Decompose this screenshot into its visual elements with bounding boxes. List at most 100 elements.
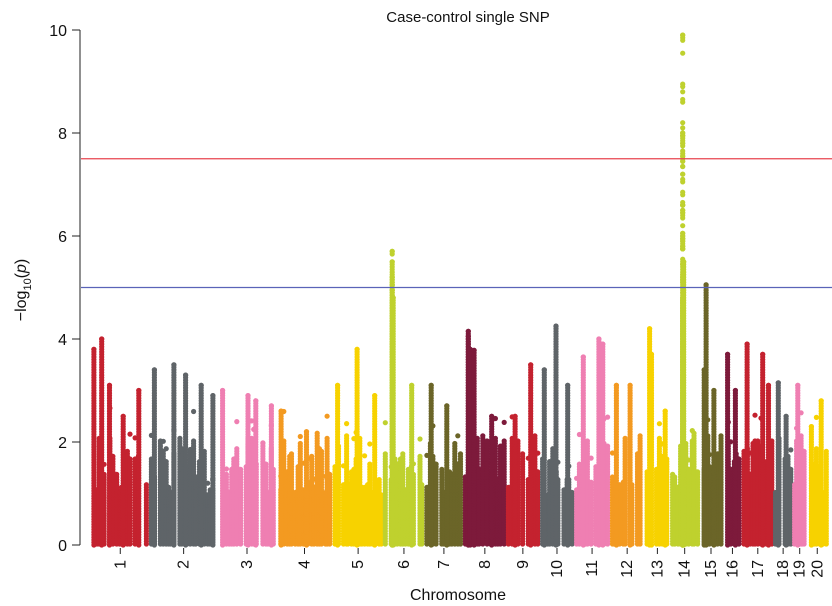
snp-point bbox=[238, 466, 244, 472]
snp-point-peak bbox=[253, 398, 259, 404]
snp-point bbox=[234, 446, 240, 452]
chromosome-2-points bbox=[148, 362, 216, 548]
snp-point bbox=[191, 438, 197, 444]
chromosome-5-points bbox=[332, 346, 384, 548]
y-tick-label-0: 0 bbox=[58, 538, 67, 555]
chromosome-3-points bbox=[220, 387, 276, 548]
x-tick-label-4: 4 bbox=[297, 560, 314, 569]
snp-point bbox=[191, 408, 197, 415]
y-tick-label-5: 10 bbox=[49, 23, 67, 40]
snp-point bbox=[177, 435, 183, 441]
snp-point bbox=[163, 459, 169, 465]
snp-point-peak bbox=[99, 336, 105, 342]
x-tick-label-3: 3 bbox=[239, 560, 256, 569]
y-tick-label-1: 2 bbox=[58, 435, 67, 452]
y-tick-label-4: 8 bbox=[58, 126, 67, 143]
snp-point-peak bbox=[335, 382, 341, 388]
snp-point-peak bbox=[303, 429, 310, 435]
x-tick-label-6: 6 bbox=[396, 560, 413, 569]
snp-point-peak bbox=[120, 413, 126, 419]
x-tick-label-20: 20 bbox=[809, 560, 826, 578]
chromosome-7-points bbox=[424, 382, 464, 548]
snp-point bbox=[324, 435, 330, 441]
chromosome-4-points bbox=[278, 408, 333, 548]
snp-point-peak bbox=[354, 346, 360, 352]
snp-point bbox=[297, 440, 303, 447]
snp-point-peak bbox=[171, 362, 177, 368]
snp-point bbox=[367, 461, 373, 467]
x-tick-label-5: 5 bbox=[350, 560, 367, 569]
x-tick-label-1: 1 bbox=[112, 560, 129, 569]
x-tick-label-13: 13 bbox=[649, 560, 666, 578]
y-tick-label-2: 4 bbox=[58, 332, 67, 349]
y-tick-label-3: 6 bbox=[58, 229, 67, 246]
snp-point-peak bbox=[106, 382, 113, 388]
snp-point bbox=[234, 419, 240, 425]
snp-point bbox=[160, 438, 166, 444]
snp-point bbox=[263, 461, 269, 467]
snp-point bbox=[417, 436, 423, 442]
snp-point-peak bbox=[220, 387, 226, 394]
snp-point bbox=[309, 453, 315, 459]
snp-point bbox=[143, 482, 149, 488]
snp-point bbox=[127, 431, 133, 437]
x-tick-label-19: 19 bbox=[792, 560, 809, 578]
snp-point bbox=[327, 471, 333, 477]
x-axis: 1 2 3 4 5 6 7 8 9 10 11 12 13 14 15 16 17 18 19 20 bbox=[112, 548, 826, 578]
snp-point bbox=[419, 482, 425, 488]
data-points bbox=[91, 32, 829, 548]
snp-point bbox=[376, 477, 382, 483]
snp-point bbox=[324, 413, 330, 419]
snp-point-peak bbox=[136, 387, 142, 394]
snp-point bbox=[163, 446, 169, 452]
snp-point-peak bbox=[278, 408, 284, 414]
snp-point bbox=[288, 451, 295, 457]
x-tick-label-10: 10 bbox=[549, 560, 566, 578]
snp-point-peak bbox=[183, 372, 189, 378]
snp-point-peak bbox=[372, 393, 378, 399]
x-tick-label-17: 17 bbox=[750, 560, 767, 578]
x-tick-label-7: 7 bbox=[436, 560, 453, 569]
snp-point bbox=[114, 471, 120, 477]
x-tick-label-2: 2 bbox=[176, 560, 193, 569]
snp-point bbox=[318, 448, 325, 454]
snp-point bbox=[344, 421, 350, 427]
x-tick-label-8: 8 bbox=[477, 560, 494, 569]
x-tick-label-15: 15 bbox=[703, 560, 720, 578]
snp-point-peak bbox=[210, 393, 216, 399]
snp-point bbox=[260, 440, 266, 446]
snp-point bbox=[382, 451, 388, 457]
snp-point-peak bbox=[245, 393, 251, 399]
snp-point-peak bbox=[151, 367, 157, 373]
snp-point bbox=[127, 456, 133, 462]
x-tick-label-16: 16 bbox=[724, 560, 741, 578]
snp-point bbox=[367, 441, 373, 447]
x-tick-label-14: 14 bbox=[677, 560, 694, 578]
y-axis: 0 2 4 6 8 10 bbox=[49, 23, 81, 555]
snp-point bbox=[124, 448, 130, 454]
x-tick-label-12: 12 bbox=[619, 560, 636, 578]
snp-point-peak bbox=[389, 248, 395, 254]
snp-point bbox=[297, 433, 303, 440]
snp-point bbox=[166, 484, 172, 490]
snp-point bbox=[205, 480, 211, 486]
chromosome-1-points bbox=[91, 336, 149, 548]
snp-point-peak bbox=[389, 259, 395, 265]
chromosome-6-points bbox=[382, 248, 425, 548]
snp-point-peak bbox=[389, 274, 395, 280]
x-tick-label-9: 9 bbox=[515, 560, 532, 569]
snp-point bbox=[417, 453, 423, 459]
snp-point bbox=[400, 451, 406, 457]
snp-point-peak bbox=[91, 346, 97, 352]
x-tick-label-11: 11 bbox=[584, 560, 601, 577]
x-tick-label-18: 18 bbox=[775, 560, 792, 578]
snp-point-peak bbox=[268, 403, 274, 409]
snp-point-peak bbox=[409, 382, 415, 388]
snp-point bbox=[314, 430, 320, 436]
snp-point bbox=[362, 453, 368, 459]
snp-point bbox=[344, 433, 350, 439]
snp-point bbox=[382, 420, 388, 426]
chart-title: Case-control single SNP bbox=[386, 9, 549, 26]
snp-point-peak bbox=[198, 382, 204, 388]
